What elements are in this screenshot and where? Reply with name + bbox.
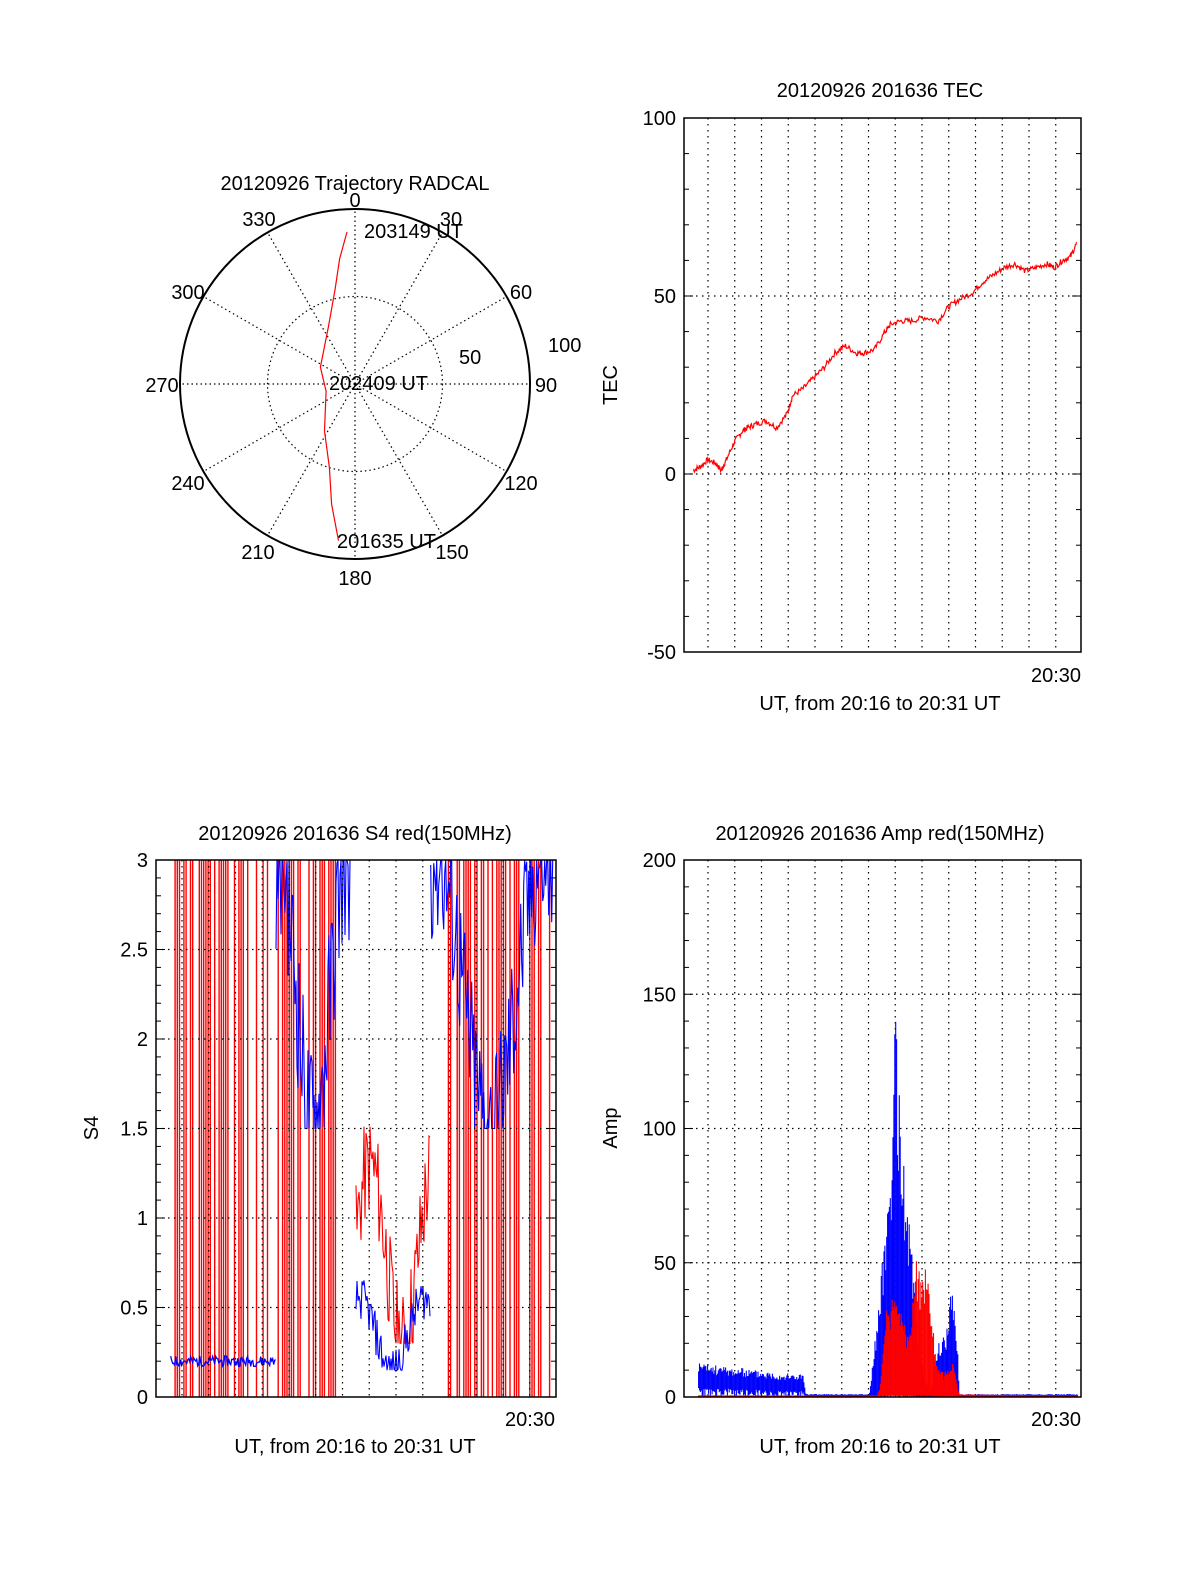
polar-azimuth-label: 330 [242, 209, 275, 231]
tec-chart: 20120926 201636 TEC -50 0 50 100 20:30 UT, … [600, 80, 1082, 715]
amp-y-tick-label: 100 [643, 1119, 676, 1141]
polar-azimuth-label: 0 [349, 190, 360, 212]
polar-azimuth-label: 180 [338, 568, 371, 590]
polar-azimuth-label: 30 [440, 209, 462, 231]
polar-azimuth-labels: 0 30 60 90 120 150 180 210 240 270 300 330 [145, 190, 557, 590]
polar-radial-label-50: 50 [459, 347, 481, 369]
amp-x-axis-label: UT, from 20:16 to 20:31 UT [759, 1436, 1000, 1458]
polar-azimuth-label: 120 [504, 473, 537, 495]
annotation-end-time: 203149 UT [364, 221, 463, 243]
s4-red-line [355, 1126, 431, 1344]
s4-grid [156, 859, 556, 1398]
tec-title: 20120926 201636 TEC [777, 80, 983, 102]
tec-y-axis-label: TEC [600, 365, 622, 405]
tec-grid [684, 117, 1081, 653]
polar-azimuth-label: 300 [171, 282, 204, 304]
tec-y-tick-label: 100 [643, 108, 676, 130]
s4-y-tick-label: 2.5 [120, 940, 148, 962]
polar-trajectory-chart: 20120926 Trajectory RADCAL 0 30 60 90 120 150… [145, 173, 581, 590]
polar-azimuth-label: 270 [145, 375, 178, 397]
s4-blue-line [355, 1280, 431, 1372]
s4-x-tick-label: 20:30 [505, 1409, 555, 1431]
amp-y-axis-label: Amp [600, 1107, 622, 1148]
tec-series-line [692, 242, 1078, 474]
s4-y-tick-label: 1.5 [120, 1119, 148, 1141]
polar-azimuth-label: 150 [435, 542, 468, 564]
polar-azimuth-label: 210 [241, 542, 274, 564]
polar-spoke-60 [354, 295, 507, 385]
amp-title: 20120926 201636 Amp red(150MHz) [715, 823, 1044, 845]
s4-plot-frame [155, 859, 557, 1398]
polar-title: 20120926 Trajectory RADCAL [220, 173, 489, 195]
s4-y-tick-label: 1 [137, 1208, 148, 1230]
trajectory-line [319, 231, 348, 541]
tec-x-tick-label: 20:30 [1031, 665, 1081, 687]
s4-x-axis-label: UT, from 20:16 to 20:31 UT [234, 1436, 475, 1458]
s4-y-axis-label: S4 [81, 1116, 103, 1140]
amp-y-tick-label: 200 [643, 850, 676, 872]
s4-chart: 20120926 201636 S4 red(150MHz) 0 0.5 1 1.5 2… [81, 823, 557, 1458]
s4-y-tick-labels: 0 0.5 1 1.5 2 2.5 3 [120, 850, 148, 1409]
s4-y-tick-label: 3 [137, 850, 148, 872]
annotation-mid-time: 202409 UT [329, 373, 428, 395]
amp-chart: 20120926 201636 Amp red(150MHz) 0 50 100 15… [600, 823, 1082, 1458]
amp-y-tick-label: 0 [665, 1387, 676, 1409]
polar-azimuth-label: 240 [171, 473, 204, 495]
polar-azimuth-label: 60 [510, 282, 532, 304]
annotation-start-time: 201635 UT [337, 531, 436, 553]
tec-plot-frame [683, 117, 1082, 653]
tec-y-tick-label: -50 [647, 642, 676, 664]
s4-y-tick-label: 0.5 [120, 1298, 148, 1320]
tec-x-axis-label: UT, from 20:16 to 20:31 UT [759, 693, 1000, 715]
polar-spoke-240 [203, 383, 356, 473]
polar-grid [179, 208, 531, 560]
s4-title: 20120926 201636 S4 red(150MHz) [198, 823, 512, 845]
amp-y-tick-labels: 0 50 100 150 200 [643, 850, 676, 1409]
amp-y-tick-label: 50 [654, 1253, 676, 1275]
polar-spoke-210 [266, 383, 356, 536]
amp-y-tick-label: 150 [643, 984, 676, 1006]
tec-y-tick-label: 0 [665, 464, 676, 486]
polar-azimuth-label: 90 [535, 375, 557, 397]
s4-y-tick-label: 0 [137, 1387, 148, 1409]
amp-x-tick-label: 20:30 [1031, 1409, 1081, 1431]
tec-y-tick-labels: -50 0 50 100 [643, 108, 676, 664]
s4-y-tick-label: 2 [137, 1029, 148, 1051]
polar-outer-ring [179, 208, 531, 560]
amp-series [698, 1021, 1079, 1397]
s4-blue-line [170, 1354, 276, 1369]
polar-ring-50 [266, 295, 444, 473]
polar-radial-label-100: 100 [548, 335, 581, 357]
tec-y-tick-label: 50 [654, 286, 676, 308]
amp-plot-frame [683, 859, 1082, 1398]
polar-spoke-30 [354, 232, 444, 385]
